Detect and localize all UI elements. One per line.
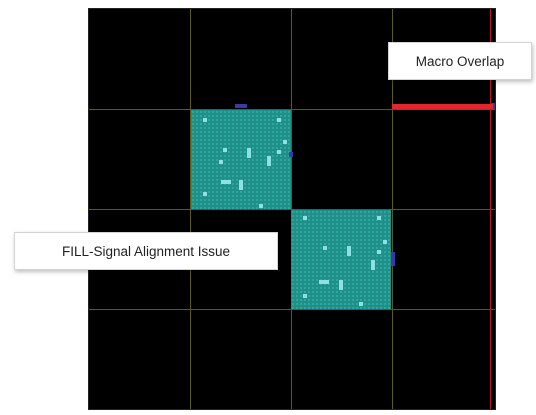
macro-overlap-callout: Macro Overlap xyxy=(388,42,532,80)
cell-speck xyxy=(223,148,227,152)
cell-speck xyxy=(371,260,375,270)
cell-speck xyxy=(347,246,351,256)
cell-speck xyxy=(277,118,281,122)
pin-marker xyxy=(491,103,495,109)
fill-signal-label: FILL-Signal Alignment Issue xyxy=(61,243,231,259)
cell-speck xyxy=(303,216,307,220)
cell-speck xyxy=(259,204,263,208)
cell-speck xyxy=(323,246,327,250)
macro-block[interactable] xyxy=(191,110,291,209)
grid-line xyxy=(89,309,495,310)
cell-speck xyxy=(267,156,271,166)
fill-signal-callout: FILL-Signal Alignment Issue xyxy=(14,232,278,270)
pin-marker xyxy=(235,104,247,108)
cell-speck xyxy=(319,280,329,284)
cell-speck xyxy=(383,240,387,244)
grid-line xyxy=(89,109,495,110)
cell-speck xyxy=(339,280,343,290)
cell-speck xyxy=(303,294,307,298)
cell-speck xyxy=(277,150,281,154)
cell-speck xyxy=(247,148,251,158)
cell-speck xyxy=(377,216,381,220)
cell-speck xyxy=(239,180,243,190)
grid-line xyxy=(89,209,495,210)
macro-overlap-marker[interactable] xyxy=(392,104,493,109)
cell-speck xyxy=(219,160,223,164)
cell-speck xyxy=(221,180,231,184)
macro-overlap-label: Macro Overlap xyxy=(415,53,505,69)
macro-block[interactable] xyxy=(291,210,391,309)
cell-speck xyxy=(203,118,207,122)
cell-speck xyxy=(359,302,363,306)
pin-marker xyxy=(289,152,293,157)
pin-marker xyxy=(391,252,395,266)
cell-speck xyxy=(203,192,207,196)
boundary-edge-line xyxy=(490,9,491,409)
cell-speck xyxy=(377,250,381,254)
cell-speck xyxy=(283,140,287,144)
